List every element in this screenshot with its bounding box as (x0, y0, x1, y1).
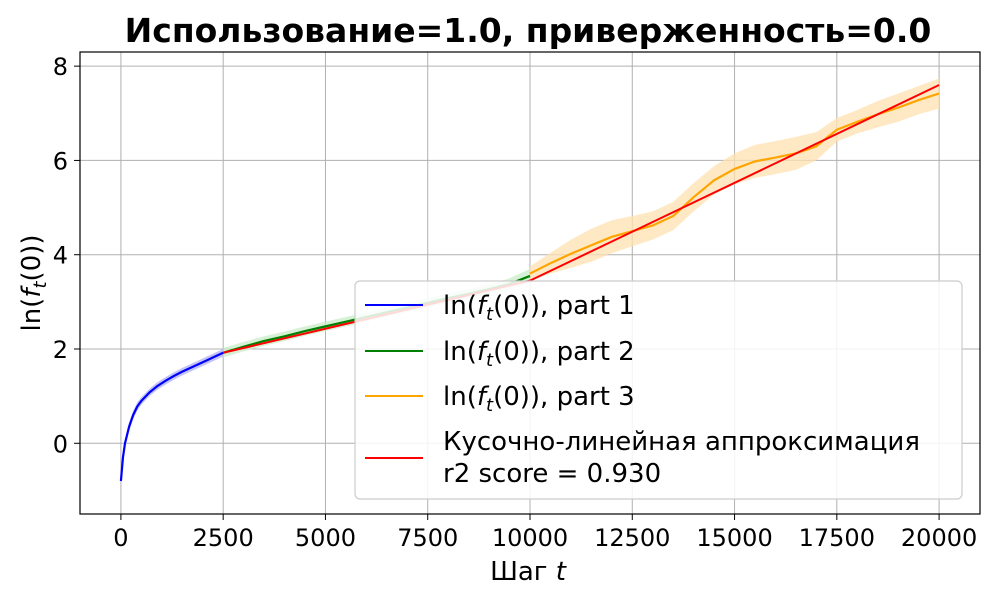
x-tick-label: 15000 (696, 524, 772, 552)
x-axis-label-text: Шаг (490, 557, 547, 587)
x-tick-label: 10000 (492, 524, 568, 552)
chart-title: Использование=1.0, приверженность=0.0 (125, 11, 932, 50)
legend-label-fit-line1: Кусочно-линейная аппроксимация (443, 427, 920, 457)
y-axis-ticks: 0 2 4 6 8 (53, 53, 80, 458)
legend-label-fit-line2: r2 score = 0.930 (443, 459, 661, 489)
legend-label-part1: ln(ft(0)), part 1 (443, 291, 635, 325)
x-tick-label: 5000 (295, 524, 356, 552)
y-tick-label: 0 (53, 430, 68, 458)
y-label-suffix: (0)) (17, 234, 47, 281)
legend-label-part2: ln(ft(0)), part 2 (443, 337, 635, 371)
y-tick-label: 4 (53, 242, 68, 270)
x-tick-label: 20000 (901, 524, 977, 552)
y-tick-label: 6 (53, 147, 68, 175)
y-label-prefix: ln( (17, 298, 47, 332)
legend-box (354, 280, 963, 500)
x-tick-label: 0 (113, 524, 128, 552)
x-tick-label: 17500 (799, 524, 875, 552)
legend-label-part3: ln(ft(0)), part 3 (443, 382, 635, 416)
y-tick-label: 2 (53, 336, 68, 364)
y-tick-label: 8 (53, 53, 68, 81)
legend: ln(ft(0)), part 1 ln(ft(0)), part 2 ln(f… (354, 280, 963, 500)
x-tick-label: 12500 (594, 524, 670, 552)
x-axis-label-var: t (556, 557, 567, 587)
series-line-part1 (119, 351, 224, 482)
x-axis-ticks: 0 2500 5000 7500 10000 12500 15000 17500 20000 (113, 514, 977, 552)
x-tick-label: 2500 (193, 524, 254, 552)
y-axis-label: ln(ft(0)) (17, 234, 51, 331)
x-tick-label: 7500 (397, 524, 458, 552)
y-label-sub: t (30, 281, 51, 289)
x-axis-label: Шаг t (490, 557, 567, 587)
